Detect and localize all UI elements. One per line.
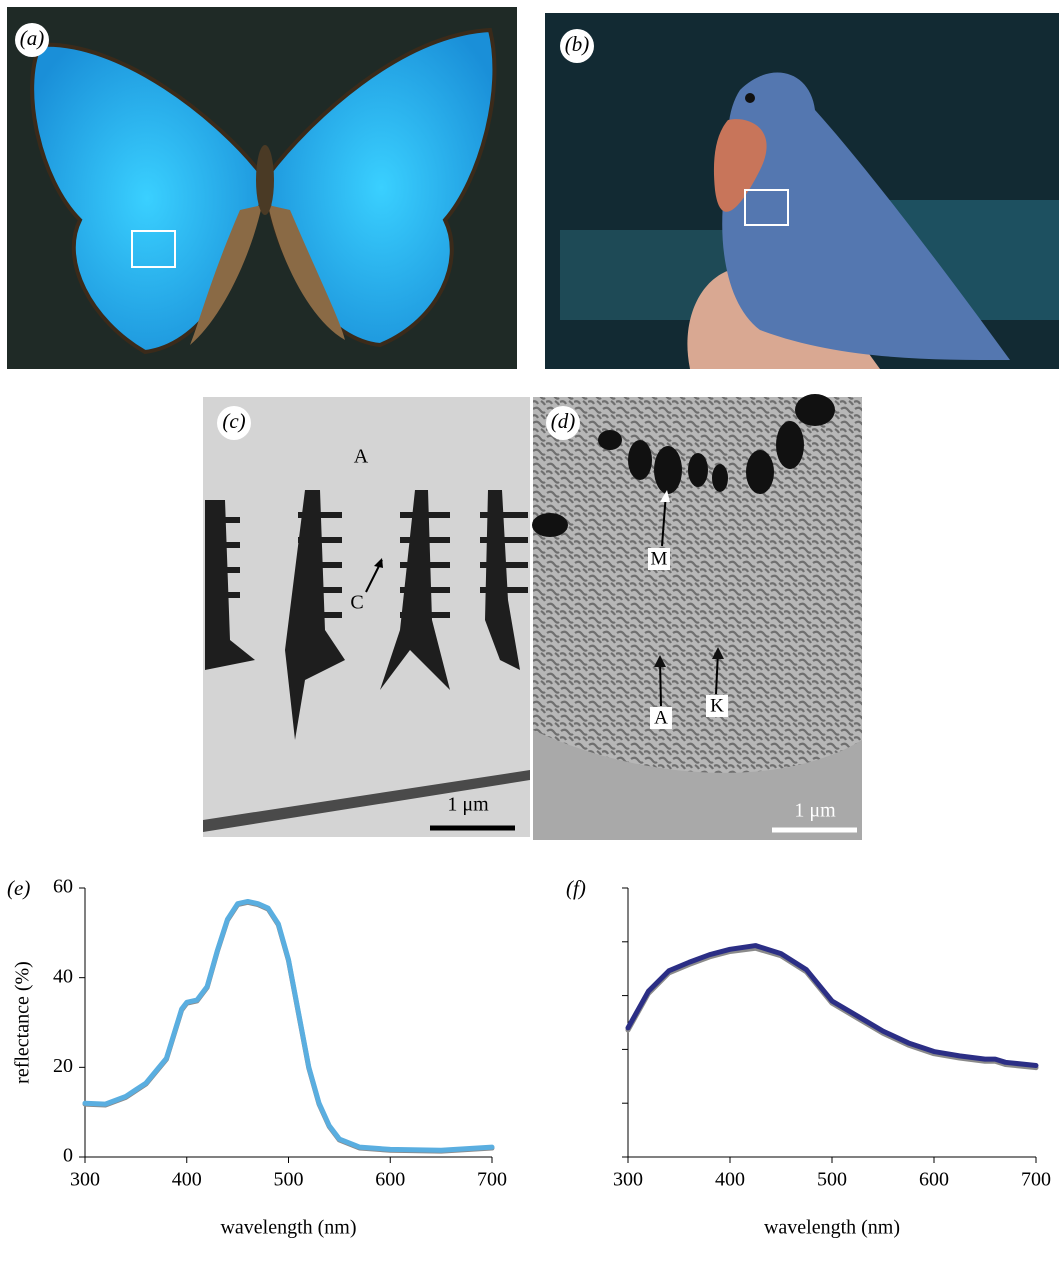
panel-label: (a): [20, 26, 45, 50]
y-tick-label: 40: [53, 965, 73, 987]
x-tick-label: 700: [1021, 1169, 1051, 1191]
y-tick-label: 20: [53, 1055, 73, 1077]
data-line: [82, 898, 495, 1153]
x-tick-label: 400: [715, 1169, 745, 1191]
photo-bird: (b): [545, 13, 1059, 369]
annotation: A: [654, 707, 668, 728]
y-tick-label: 60: [53, 876, 73, 898]
micrograph-d: (d) M A K 1 μm: [532, 394, 862, 840]
data-line: [625, 943, 1039, 1069]
annotation: A: [354, 446, 369, 468]
x-axis-label: wavelength (nm): [220, 1217, 356, 1239]
annotation: C: [350, 592, 363, 614]
y-axis-label: reflectance (%): [12, 961, 34, 1084]
micrograph-c: (c) A C 1 μm: [203, 397, 530, 837]
x-tick-label: 500: [274, 1169, 304, 1191]
scale-bar-label: 1 μm: [794, 800, 836, 822]
x-tick-label: 300: [613, 1169, 643, 1191]
x-tick-label: 300: [70, 1169, 100, 1191]
photo-butterfly: (a): [7, 7, 517, 369]
annotation: K: [710, 695, 724, 716]
x-axis-label: wavelength (nm): [764, 1217, 900, 1239]
x-tick-label: 500: [817, 1169, 847, 1191]
x-tick-label: 700: [477, 1169, 507, 1191]
panel-label: (c): [222, 409, 245, 433]
x-tick-label: 400: [172, 1169, 202, 1191]
x-tick-label: 600: [375, 1169, 405, 1191]
panel-label: (f): [566, 876, 586, 900]
charts: 0 20 40 60 300 400 500 600 700 wavelength (nm) ref…: [7, 876, 1051, 1239]
scale-bar-label: 1 μm: [447, 794, 489, 816]
panel-label: (b): [565, 32, 590, 56]
panel-label: (e): [7, 876, 30, 900]
panel-label: (d): [551, 409, 576, 433]
annotation: M: [651, 548, 668, 569]
y-tick-label: 0: [63, 1145, 73, 1167]
x-tick-label: 600: [919, 1169, 949, 1191]
data-line: [625, 945, 1039, 1071]
data-line: [82, 899, 495, 1154]
